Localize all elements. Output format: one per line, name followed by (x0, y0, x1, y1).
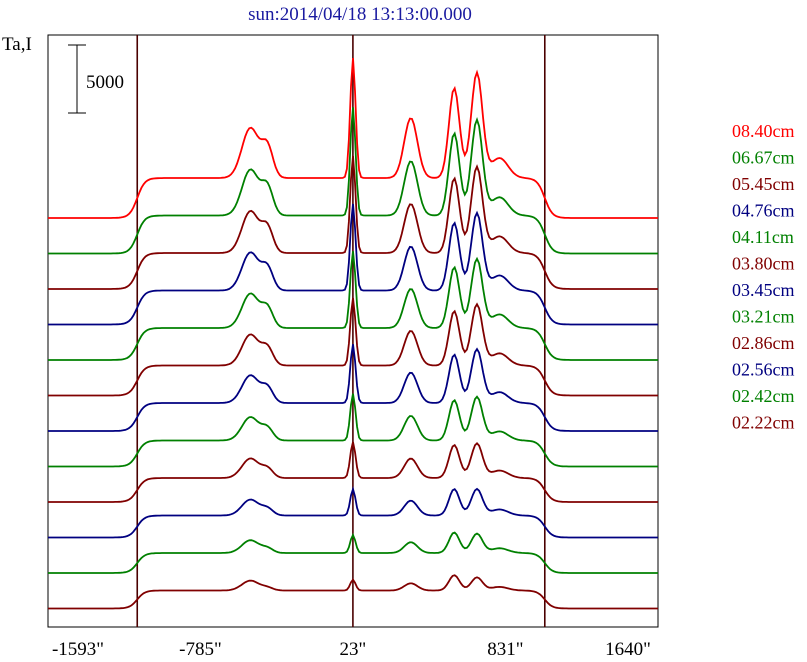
chart-title: sun:2014/04/18 13:13:00.000 (248, 4, 472, 25)
reference-lines (136, 35, 546, 627)
legend-entry: 02.42cm (732, 386, 795, 406)
series-line-04.76cm (48, 203, 658, 326)
x-tick-label: -1593" (52, 639, 104, 660)
legend-entry: 04.11cm (732, 227, 794, 247)
legend-entry: 02.56cm (732, 360, 795, 380)
x-axis-ticks: -1593" -785" 23" 831" 1640" (52, 639, 651, 660)
legend-entry: 03.21cm (732, 307, 795, 327)
legend: 08.40cm 06.67cm 05.45cm 04.76cm 04.11cm 03.80… (732, 121, 795, 433)
scale-bar-label: 5000 (86, 72, 124, 93)
series-line-05.45cm (48, 155, 658, 290)
legend-entry: 06.67cm (732, 148, 795, 168)
series-line-02.22cm (48, 574, 658, 610)
series-group (48, 58, 658, 610)
series-line-08.40cm (48, 58, 658, 219)
series-line-03.45cm (48, 344, 658, 432)
series-line-02.86cm (48, 441, 658, 503)
legend-entry: 02.86cm (732, 333, 795, 353)
series-line-02.42cm (48, 531, 658, 574)
legend-entry: 05.45cm (732, 174, 795, 194)
legend-entry: 08.40cm (732, 121, 795, 141)
legend-entry: 02.22cm (732, 413, 795, 433)
series-line-03.21cm (48, 393, 658, 468)
series-line-06.67cm (48, 107, 658, 255)
y-axis-label: Ta,I (2, 34, 32, 55)
legend-entry: 04.76cm (732, 201, 795, 221)
x-tick-label: 831" (487, 639, 523, 660)
legend-entry: 03.45cm (732, 280, 795, 300)
scale-bar: 5000 (68, 44, 124, 114)
series-line-04.11cm (48, 251, 658, 361)
series-line-02.56cm (48, 485, 658, 539)
series-line-03.80cm (48, 297, 658, 397)
legend-entry: 03.80cm (732, 254, 795, 274)
x-tick-label: -785" (179, 639, 222, 660)
x-tick-label: 23" (340, 639, 367, 660)
x-tick-label: 1640" (605, 639, 651, 660)
